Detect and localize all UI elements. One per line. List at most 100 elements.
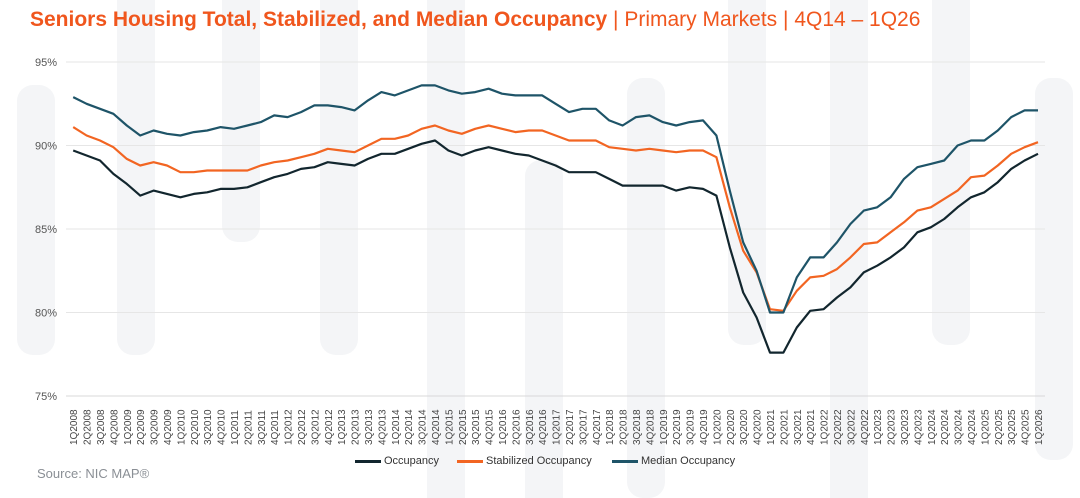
x-tick-label: 1Q2022 (820, 409, 831, 445)
x-tick-label: 3Q2009 (150, 409, 161, 445)
y-tick-label: 80% (35, 308, 57, 320)
x-tick-label: 4Q2022 (860, 409, 871, 445)
source-note: Source: NIC MAP® (37, 466, 150, 481)
title-separator: | (607, 8, 625, 31)
series-line-median-occupancy (72, 84, 1038, 314)
x-tick-label: 1Q2024 (927, 409, 938, 445)
legend-item-occupancy: Occupancy (355, 455, 439, 467)
y-tick-label: 75% (35, 391, 57, 403)
x-tick-label: 4Q2016 (538, 409, 549, 445)
x-tick-label: 3Q2023 (900, 409, 911, 445)
x-tick-label: 3Q2025 (1007, 409, 1018, 445)
x-tick-label: 3Q2016 (525, 409, 536, 445)
legend-label: Occupancy (384, 455, 440, 467)
background-stripe (627, 78, 665, 498)
x-tick-label: 3Q2013 (364, 409, 375, 445)
legend-label: Median Occupancy (641, 455, 736, 467)
legend-swatch (457, 459, 483, 463)
background-stripe (830, 0, 868, 498)
background-stripe (320, 0, 358, 355)
x-tick-label: 3Q2015 (471, 409, 482, 445)
chart-title: Seniors Housing Total, Stabilized, and M… (30, 8, 920, 32)
x-tick-label: 3Q2012 (310, 409, 321, 445)
x-tick-label: 1Q2021 (766, 409, 777, 445)
x-tick-label: 3Q2021 (793, 409, 804, 445)
background-stripe (932, 0, 970, 345)
x-tick-label: 1Q2013 (337, 409, 348, 445)
x-tick-label: 1Q2015 (444, 409, 455, 445)
x-tick-label: 3Q2008 (96, 409, 107, 445)
x-tick-label: 2Q2022 (833, 409, 844, 445)
x-tick-label: 2Q2013 (351, 409, 362, 445)
series-line-occupancy (72, 139, 1039, 354)
x-tick-label: 1Q2008 (69, 409, 80, 445)
x-tick-label: 2Q2023 (887, 409, 898, 445)
x-tick-label: 1Q2026 (1034, 409, 1045, 445)
x-tick-label: 1Q2017 (552, 409, 563, 445)
legend-item-stabilized: Stabilized Occupancy (457, 455, 592, 467)
x-tick-label: 3Q2022 (846, 409, 857, 445)
x-tick-label: 2Q2009 (136, 409, 147, 445)
background-stripe (427, 0, 465, 498)
x-tick-label: 2Q2011 (243, 410, 254, 445)
x-tick-label: 4Q2021 (806, 409, 817, 445)
x-tick-label: 2Q2010 (190, 409, 201, 445)
background-stripe (222, 0, 260, 242)
y-tick-label: 95% (35, 57, 57, 69)
x-tick-label: 2Q2025 (994, 409, 1005, 445)
x-tick-label: 4Q2019 (699, 409, 710, 445)
x-tick-label: 1Q2011 (230, 410, 241, 445)
x-tick-label: 1Q2020 (712, 409, 723, 445)
x-tick-label: 3Q2018 (632, 409, 643, 445)
x-tick-label: 1Q2010 (176, 409, 187, 445)
x-tick-label: 2Q2014 (404, 409, 415, 445)
x-tick-label: 4Q2024 (967, 409, 978, 445)
x-tick-label: 3Q2020 (739, 409, 750, 445)
x-tick-label: 4Q2012 (324, 409, 335, 445)
x-tick-label: 1Q2023 (873, 409, 884, 445)
title-markets: Primary Markets (624, 8, 778, 31)
x-tick-label: 2Q2017 (565, 409, 576, 445)
x-tick-label: 3Q2011 (257, 410, 268, 445)
x-tick-label: 4Q2011 (270, 410, 281, 445)
x-tick-label: 4Q2014 (431, 409, 442, 445)
x-tick-label: 2Q2015 (458, 409, 469, 445)
x-tick-label: 1Q2009 (123, 409, 134, 445)
x-tick-label: 3Q2019 (686, 409, 697, 445)
x-tick-label: 2Q2012 (297, 409, 308, 445)
background-stripe (728, 0, 766, 345)
title-main: Seniors Housing Total, Stabilized, and M… (30, 8, 608, 31)
background-stripe (525, 160, 563, 498)
title-period: 4Q14 – 1Q26 (794, 8, 921, 31)
x-tick-label: 2Q2016 (511, 409, 522, 445)
x-tick-label: 4Q2018 (645, 409, 656, 445)
x-tick-label: 4Q2023 (913, 409, 924, 445)
x-tick-label: 4Q2009 (163, 409, 174, 445)
x-tick-label: 4Q2015 (485, 409, 496, 445)
x-tick-label: 2Q2024 (940, 409, 951, 445)
legend-item-median: Median Occupancy (612, 455, 735, 467)
x-tick-label: 1Q2025 (980, 409, 991, 445)
x-tick-label: 1Q2018 (605, 409, 616, 445)
x-tick-label: 3Q2024 (954, 409, 965, 445)
x-tick-label: 3Q2017 (578, 409, 589, 445)
x-tick-label: 1Q2019 (659, 409, 670, 445)
legend-swatch (612, 459, 638, 463)
y-tick-label: 85% (35, 224, 57, 236)
x-tick-label: 4Q2013 (377, 409, 388, 445)
legend-swatch (355, 459, 381, 463)
background-stripe (117, 0, 155, 355)
x-tick-label: 3Q2010 (203, 409, 214, 445)
x-tick-label: 4Q2008 (109, 409, 120, 445)
x-tick-label: 2Q2008 (83, 409, 94, 445)
series-line-stabilized-occupancy (72, 124, 1039, 312)
x-tick-label: 3Q2014 (418, 409, 429, 445)
legend-label: Stabilized Occupancy (486, 455, 592, 467)
x-tick-label: 2Q2018 (619, 409, 630, 445)
x-tick-label: 4Q2017 (592, 409, 603, 445)
title-separator: | (777, 8, 795, 31)
background-stripe (17, 85, 55, 355)
x-tick-label: 2Q2021 (779, 409, 790, 445)
